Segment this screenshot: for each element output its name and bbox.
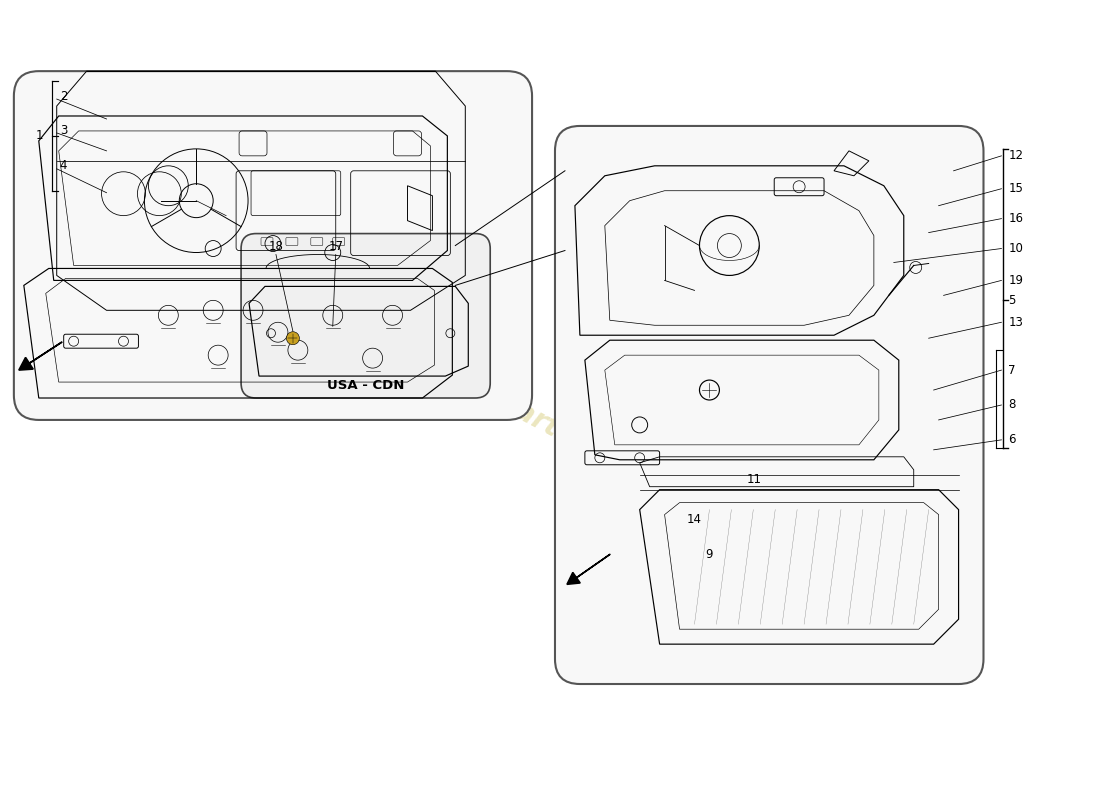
Text: 8: 8 bbox=[1009, 398, 1015, 411]
Text: 16: 16 bbox=[1009, 212, 1023, 225]
Text: 14: 14 bbox=[688, 513, 702, 526]
Circle shape bbox=[286, 332, 299, 345]
Text: a passion for parts since 1985: a passion for parts since 1985 bbox=[305, 287, 735, 533]
FancyArrow shape bbox=[566, 554, 609, 584]
Text: 12: 12 bbox=[1009, 150, 1023, 162]
Text: 6: 6 bbox=[1009, 434, 1016, 446]
Text: 13: 13 bbox=[1009, 316, 1023, 329]
Text: 3: 3 bbox=[59, 125, 67, 138]
Text: 15: 15 bbox=[1009, 182, 1023, 195]
FancyBboxPatch shape bbox=[14, 71, 532, 420]
Text: USA - CDN: USA - CDN bbox=[327, 378, 405, 391]
Text: 10: 10 bbox=[1009, 242, 1023, 255]
Text: 4: 4 bbox=[59, 159, 67, 172]
Text: 2: 2 bbox=[59, 90, 67, 102]
FancyBboxPatch shape bbox=[556, 126, 983, 684]
Text: 7: 7 bbox=[1009, 364, 1016, 377]
Text: 19: 19 bbox=[1009, 274, 1023, 287]
Text: 17: 17 bbox=[328, 240, 343, 253]
Text: 5: 5 bbox=[1009, 294, 1015, 307]
FancyArrow shape bbox=[19, 342, 62, 370]
Text: 18: 18 bbox=[268, 240, 284, 253]
Text: 1: 1 bbox=[36, 130, 44, 142]
Text: 9: 9 bbox=[706, 548, 713, 561]
FancyBboxPatch shape bbox=[241, 234, 491, 398]
Text: 11: 11 bbox=[747, 474, 762, 486]
